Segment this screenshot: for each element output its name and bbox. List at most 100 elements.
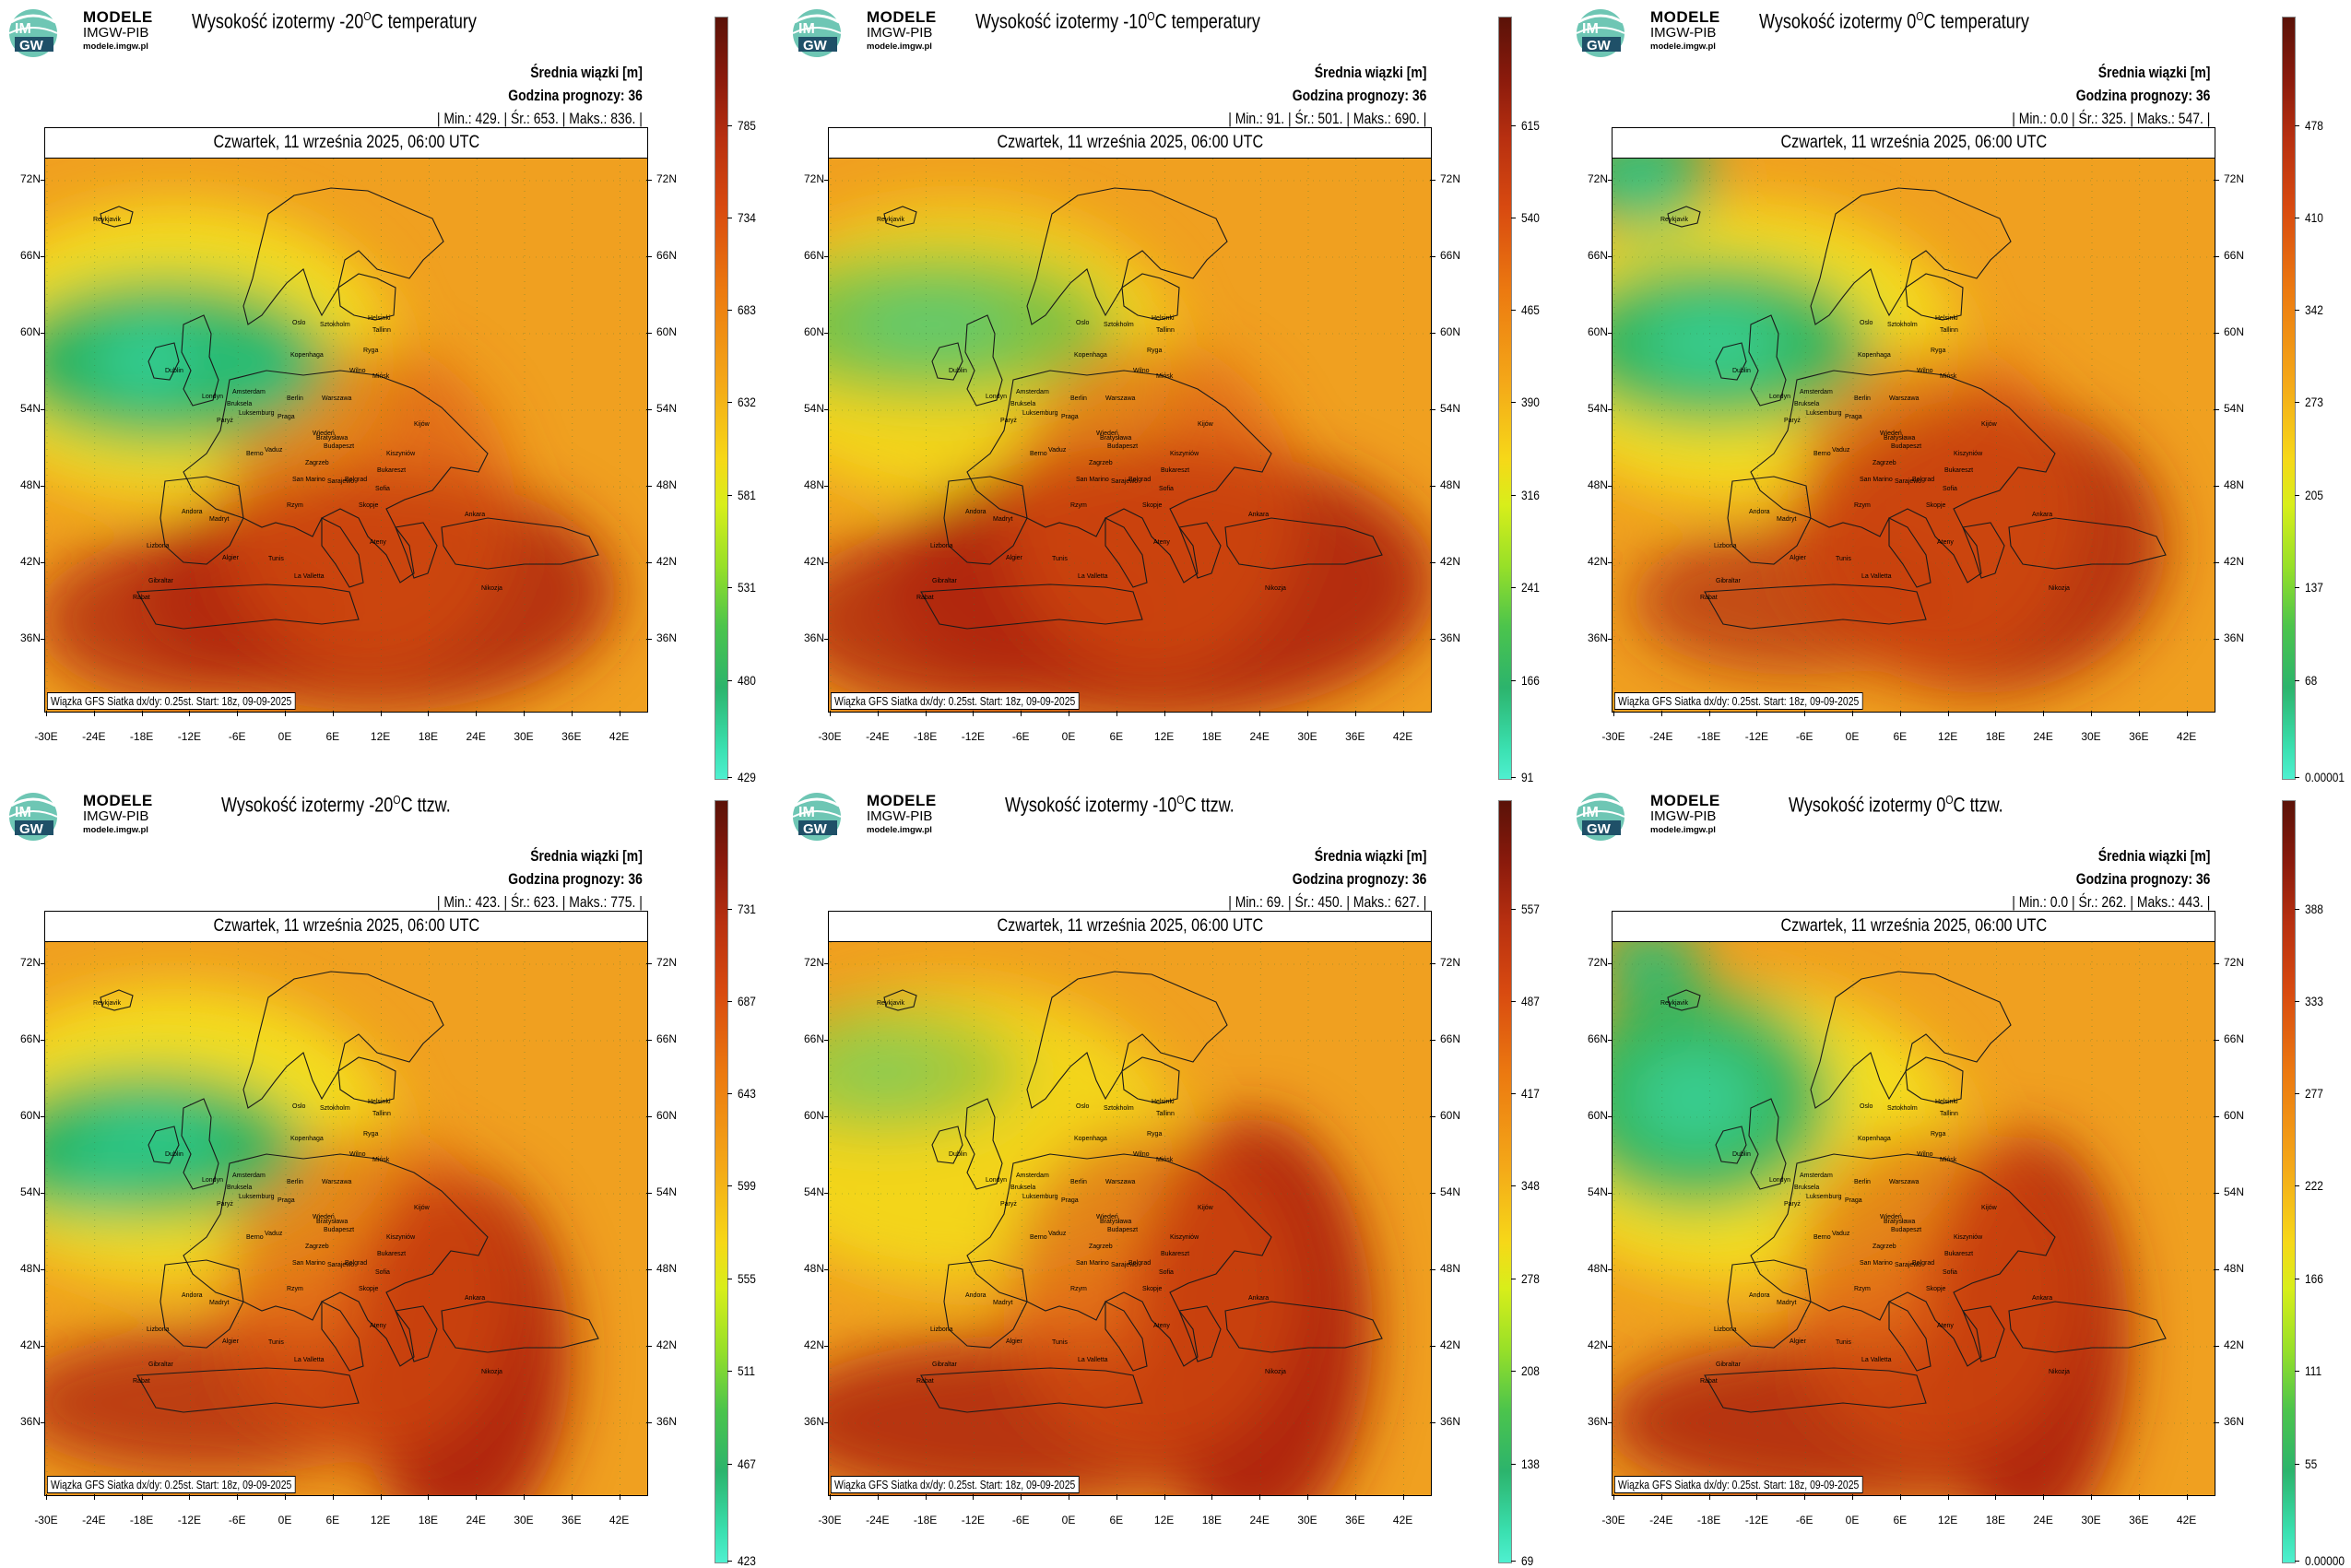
lon-label: -30E	[34, 730, 58, 743]
city-label: Warszawa	[1889, 1179, 1920, 1185]
lat-label-right: 66N	[2224, 249, 2245, 262]
map-area[interactable]: Oslo Sztokholm Helsinki Tallinn Ryga Wilno Miń…	[829, 159, 1431, 712]
city-label: Ateny	[370, 1323, 386, 1329]
svg-text:GW: GW	[19, 38, 44, 53]
brand-url[interactable]: modele.imgw.pl	[83, 41, 148, 52]
date-text: Czwartek, 11 września 2025, 06:00 UTC	[997, 133, 1263, 152]
brand-url[interactable]: modele.imgw.pl	[867, 825, 932, 835]
city-label: Tallinn	[1940, 327, 1958, 334]
lat-label-left: 72N	[1587, 956, 1608, 969]
stats-line: | Min.: 0.0 | Śr.: 262. | Maks.: 443. |	[2011, 893, 2210, 911]
lat-label-left: 36N	[803, 1415, 824, 1428]
forecast-hour: Godzina prognozy: 36	[2075, 87, 2210, 104]
city-label: Reykjavik	[877, 1000, 904, 1007]
brand-url[interactable]: modele.imgw.pl	[1650, 41, 1716, 52]
lat-label-right: 72N	[1440, 172, 1461, 185]
city-label: Dublin	[165, 1151, 183, 1158]
map-field: Oslo Sztokholm Helsinki Tallinn Ryga Wilno Miń…	[829, 159, 1431, 712]
lat-label-left: 36N	[19, 631, 41, 644]
lat-label-right: 72N	[656, 172, 678, 185]
map-panel: IM GW MODELE IMGW-PIB modele.imgw.pl Wyso…	[0, 0, 784, 784]
colorbar-tick	[727, 310, 732, 311]
colorbar-tick	[1511, 680, 1516, 681]
colorbar	[2282, 800, 2296, 1563]
lon-tick	[1164, 1494, 1165, 1500]
city-label: Helsinki	[1935, 1099, 1958, 1105]
city-label: Sztokholm	[1887, 1105, 1918, 1112]
map-area[interactable]: Oslo Sztokholm Helsinki Tallinn Ryga Wilno Miń…	[1613, 942, 2215, 1495]
lon-tick	[2186, 1494, 2188, 1500]
city-label: Bratysława	[1100, 435, 1131, 442]
lat-label-left: 42N	[1587, 1338, 1608, 1351]
colorbar-label: 0.00000	[2305, 1553, 2345, 1568]
city-label: Lizbona	[930, 543, 953, 549]
lat-tick	[2214, 562, 2219, 563]
forecast-hour: Godzina prognozy: 36	[1292, 87, 1426, 104]
lon-tick	[1164, 711, 1165, 716]
city-label: Madryt	[993, 1300, 1012, 1306]
city-label: Mińsk	[1156, 1157, 1174, 1163]
lon-tick	[1899, 711, 1901, 716]
lon-tick	[1899, 1494, 1901, 1500]
lat-label-left: 66N	[803, 249, 824, 262]
lon-tick	[1660, 711, 1662, 716]
colorbar-tick	[727, 402, 732, 403]
colorbar-tick	[2295, 125, 2299, 126]
lon-label: -6E	[1011, 1514, 1030, 1527]
lat-tick	[2214, 1422, 2219, 1423]
lat-tick	[1608, 639, 1613, 640]
brand-url[interactable]: modele.imgw.pl	[83, 825, 148, 835]
lon-tick	[1613, 1494, 1614, 1500]
lon-label: 18E	[1201, 1514, 1223, 1527]
lon-label: -18E	[913, 730, 938, 743]
imgw-logo: IM GW	[1576, 9, 1625, 57]
map-area[interactable]: Oslo Sztokholm Helsinki Tallinn Ryga Wilno Miń…	[829, 942, 1431, 1495]
city-label: La Valletta	[294, 573, 325, 580]
colorbar-label: 785	[738, 118, 756, 133]
city-label: Oslo	[1076, 1103, 1090, 1110]
lat-tick	[824, 1116, 829, 1117]
lon-label: 36E	[2129, 730, 2149, 743]
city-label: Wilno	[1133, 368, 1150, 374]
brand-block: MODELE IMGW-PIB modele.imgw.pl	[83, 793, 175, 844]
city-label: Berno	[246, 1234, 264, 1241]
colorbar-label: 348	[1521, 1178, 1540, 1193]
map-area[interactable]: Oslo Sztokholm Helsinki Tallinn Ryga Wilno Miń…	[45, 159, 647, 712]
lon-label: 0E	[1061, 730, 1076, 743]
imgw-logo: IM GW	[8, 793, 58, 841]
city-label: Kopenhaga	[290, 1136, 324, 1142]
brand-sub: IMGW-PIB	[867, 25, 933, 41]
svg-text:GW: GW	[1587, 38, 1612, 53]
colorbar-label: 137	[2305, 580, 2323, 595]
city-label: Rabat	[1700, 1378, 1718, 1385]
city-labels: Oslo Sztokholm Helsinki Tallinn Ryga Wilno Miń…	[877, 1000, 1286, 1385]
city-label: Helsinki	[1935, 315, 1958, 322]
lon-tick	[2138, 1494, 2140, 1500]
map-area[interactable]: Oslo Sztokholm Helsinki Tallinn Ryga Wilno Miń…	[45, 942, 647, 1495]
city-label: Wiedeń	[313, 1214, 335, 1220]
lat-tick	[2214, 639, 2219, 640]
lon-tick	[380, 711, 382, 716]
lon-label: -18E	[1696, 1514, 1721, 1527]
city-label: Ryga	[1931, 1131, 1945, 1138]
lat-tick	[824, 639, 829, 640]
city-label: Wiedeń	[313, 430, 335, 437]
lat-tick	[1430, 639, 1435, 640]
city-label: Warszawa	[322, 1179, 352, 1185]
brand-url[interactable]: modele.imgw.pl	[867, 41, 932, 52]
map-area[interactable]: Oslo Sztokholm Helsinki Tallinn Ryga Wilno Miń…	[1613, 159, 2215, 712]
lon-label: 12E	[370, 1514, 391, 1527]
lon-tick	[285, 1494, 286, 1500]
lon-label: -24E	[1649, 1514, 1673, 1527]
info-block: Średnia wiązki [m] Godzina prognozy: 36 …	[437, 61, 643, 130]
city-label: Kijów	[1198, 421, 1214, 428]
lat-tick	[2214, 1346, 2219, 1347]
city-label: Skopje	[1142, 502, 1163, 509]
city-label: Ankara	[465, 512, 485, 518]
colorbar-label: 643	[738, 1086, 756, 1101]
colorbar-label: 111	[2305, 1363, 2322, 1378]
brand-url[interactable]: modele.imgw.pl	[1650, 825, 1716, 835]
city-label: Sofia	[375, 486, 390, 492]
city-label: Kijów	[1981, 421, 1998, 428]
city-label: La Valletta	[1078, 573, 1108, 580]
